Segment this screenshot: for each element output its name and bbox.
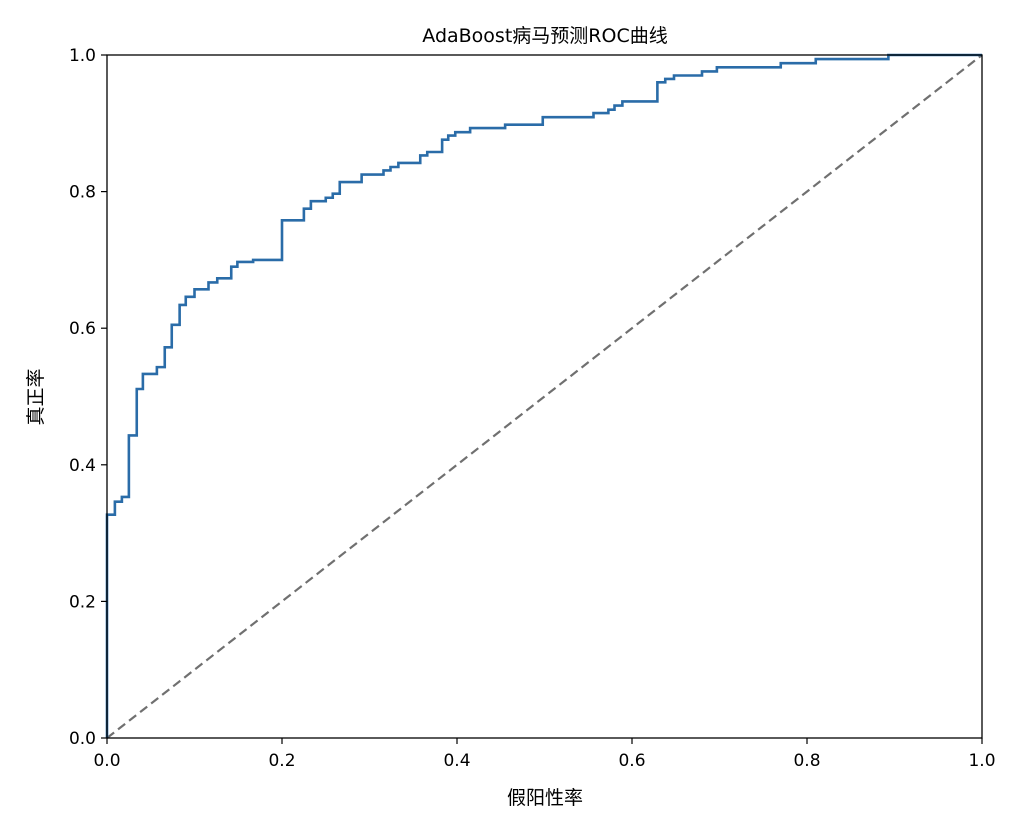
y-tick-label: 0.8 — [69, 183, 96, 203]
x-tick-label: 0.6 — [618, 751, 645, 771]
y-tick-label: 0.0 — [69, 729, 96, 749]
y-tick-label: 0.6 — [69, 319, 96, 339]
x-tick-label: 1.0 — [968, 751, 995, 771]
x-tick-label: 0.2 — [268, 751, 295, 771]
y-tick-label: 0.4 — [69, 456, 96, 476]
y-axis-ticks: 0.0 0.2 0.4 0.6 0.8 1.0 — [69, 46, 107, 749]
plot-area — [105, 53, 983, 739]
roc-curve-line — [105, 53, 982, 738]
x-tick-label: 0.8 — [793, 751, 820, 771]
x-tick-label: 0.4 — [443, 751, 470, 771]
x-axis-ticks: 0.0 0.2 0.4 0.6 0.8 1.0 — [93, 738, 996, 771]
diagonal-reference-line — [106, 54, 983, 739]
x-tick-label: 0.0 — [93, 751, 120, 771]
y-tick-label: 0.2 — [69, 592, 96, 612]
y-tick-label: 1.0 — [69, 46, 96, 66]
y-axis-label: 真正率 — [25, 368, 47, 425]
x-axis-label: 假阳性率 — [507, 787, 583, 809]
axes-frame — [106, 54, 983, 739]
chart-title: AdaBoost病马预测ROC曲线 — [422, 25, 667, 47]
